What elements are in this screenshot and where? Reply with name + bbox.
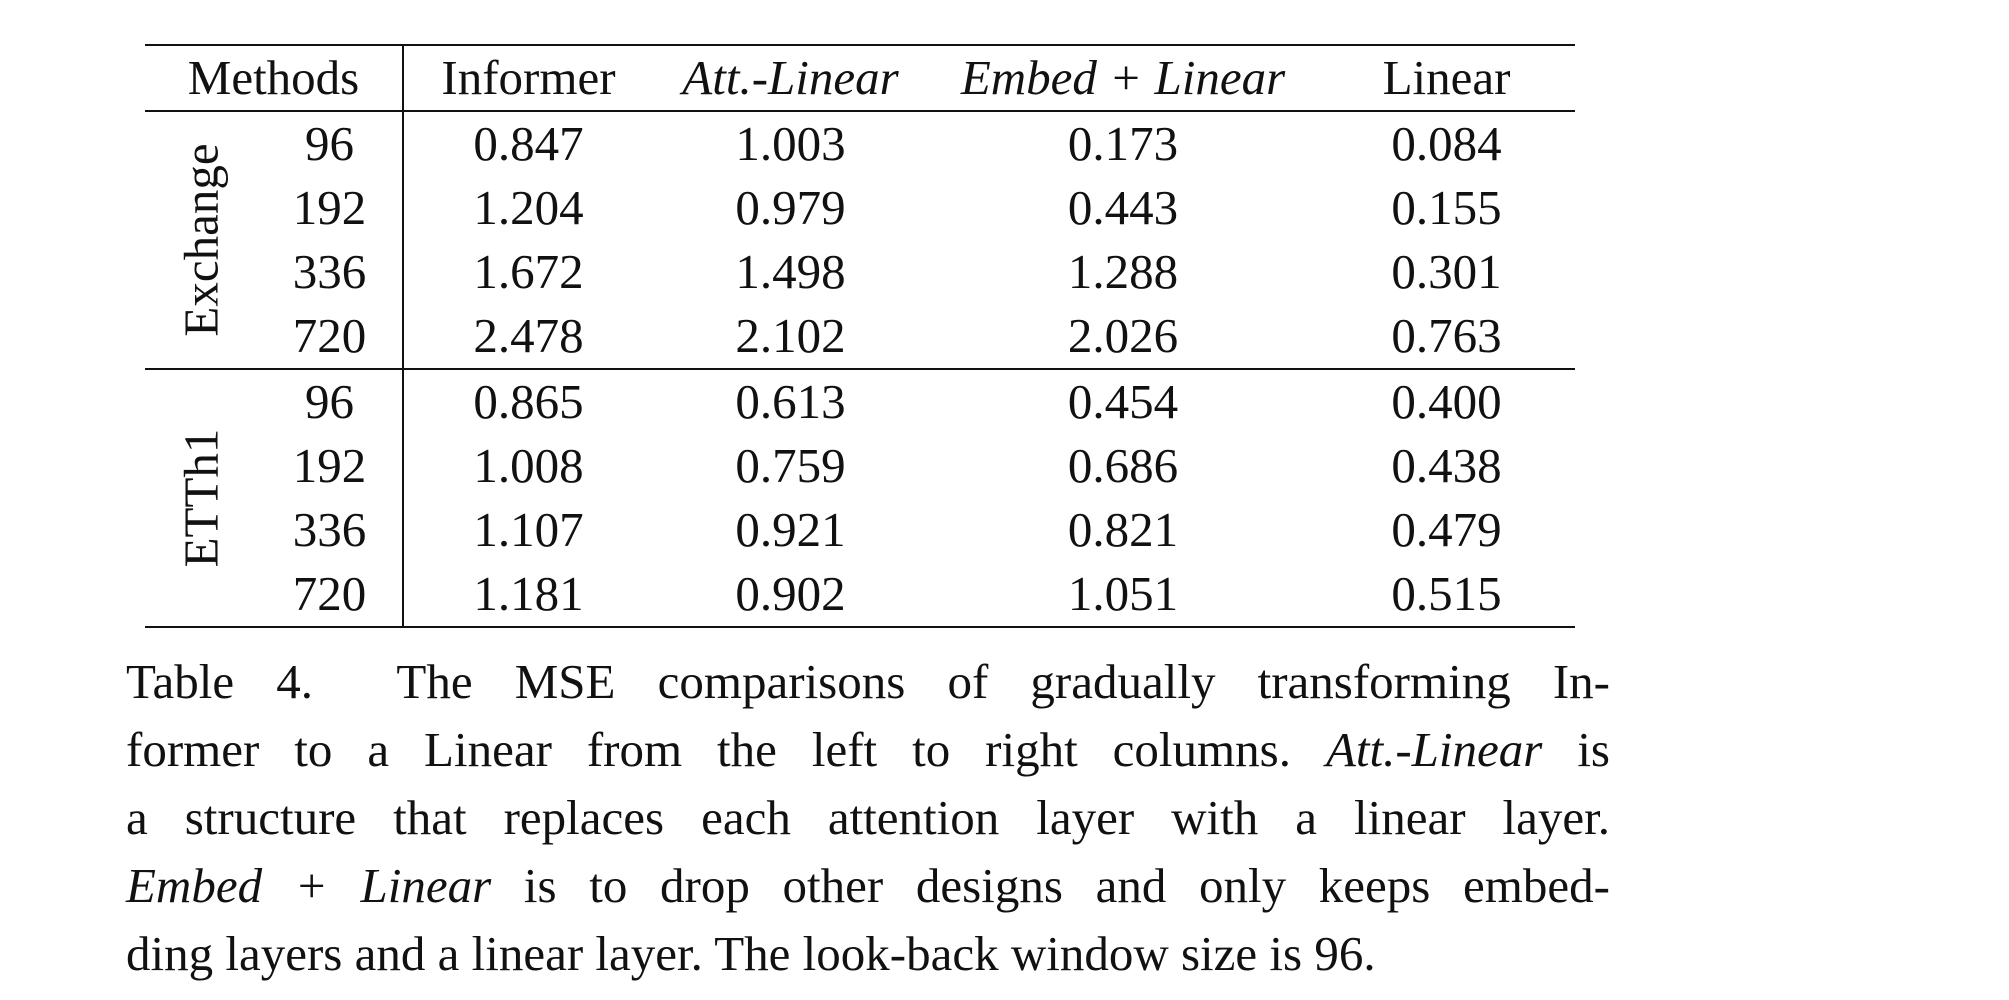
caption-text: Table 4. The MSE comparisons of graduall… — [126, 654, 1610, 709]
mse-cell-att-linear: 0.759 — [735, 438, 846, 493]
mse-cell-embed-linear: 0.821 — [1067, 502, 1179, 557]
horizon-length-cell: 192 — [257, 176, 404, 240]
mse-cell-linear: 0.084 — [1318, 110, 1575, 176]
mse-cell-linear: 0.301 — [1391, 244, 1502, 299]
mse-cell-linear: 0.479 — [1391, 502, 1502, 557]
mse-cell-linear: 0.400 — [1318, 368, 1575, 434]
mse-cell-embed-linear: 1.051 — [928, 562, 1318, 628]
caption-line: ding layers and a linear layer. The look… — [126, 920, 1610, 988]
header-linear: Linear — [1382, 50, 1511, 105]
mse-cell-informer: 1.181 — [403, 562, 653, 628]
mse-cell-informer: 0.865 — [403, 368, 653, 434]
table-row: ETTh1 96 0.865 0.613 0.454 0.400 — [145, 368, 1575, 628]
table-row: 720 1.181 0.902 1.051 0.515 — [145, 562, 1575, 628]
mse-cell-att-linear: 2.102 — [735, 308, 846, 363]
table-row: 192 1.008 0.759 0.686 0.438 — [145, 434, 1575, 498]
mse-cell-informer: 1.204 — [473, 180, 584, 235]
header-methods: Methods — [145, 45, 404, 111]
mse-cell-embed-linear: 2.026 — [1067, 308, 1179, 363]
mse-cell-linear: 0.438 — [1391, 438, 1502, 493]
caption-line: former to a Linear from the left to righ… — [126, 716, 1610, 784]
header-row: Methods Informer Att.-Linear Embed + Lin… — [145, 45, 1575, 111]
caption-text: a structure that replaces each attention… — [126, 790, 1610, 845]
horizon-length-cell: 336 — [257, 498, 404, 562]
mse-cell-linear: 0.515 — [1318, 562, 1575, 628]
horizon-length-cell: 720 — [257, 304, 404, 369]
caption-italic-term: Att.-Linear — [1325, 722, 1543, 777]
caption-line: a structure that replaces each attention… — [126, 784, 1610, 852]
header-embed-linear: Embed + Linear — [960, 50, 1286, 105]
table-row: Exchange 96 0.847 1.003 0.173 0.084 — [145, 110, 1575, 369]
table-row: 192 1.204 0.979 0.443 0.155 — [145, 176, 1575, 240]
mse-cell-att-linear: 0.902 — [653, 562, 928, 628]
mse-cell-embed-linear: 0.443 — [1067, 180, 1179, 235]
header-att-linear: Att.-Linear — [682, 50, 899, 105]
mse-cell-att-linear: 1.003 — [653, 110, 928, 176]
caption-text: former to a Linear from the left to righ… — [126, 722, 1326, 777]
mse-cell-att-linear: 0.979 — [735, 180, 846, 235]
mse-cell-embed-linear: 0.686 — [1067, 438, 1179, 493]
caption-italic-term: Embed + Linear — [126, 858, 492, 913]
table-row: 336 1.672 1.498 1.288 0.301 — [145, 240, 1575, 304]
mse-comparison-table: Methods Informer Att.-Linear Embed + Lin… — [145, 44, 1575, 628]
caption-text: ding layers and a linear layer. The look… — [126, 926, 1376, 981]
horizon-length-cell: 336 — [257, 240, 404, 304]
table-caption: Table 4. The MSE comparisons of graduall… — [126, 648, 1610, 988]
mse-cell-embed-linear: 0.454 — [928, 368, 1318, 434]
caption-line: Table 4. The MSE comparisons of graduall… — [126, 648, 1610, 716]
horizon-length-cell: 96 — [257, 368, 404, 434]
caption-line: Embed + Linear is to drop other designs … — [126, 852, 1610, 920]
horizon-length-cell: 720 — [257, 562, 404, 628]
horizon-length-cell: 96 — [257, 110, 404, 176]
dataset-group-cell: Exchange — [145, 110, 257, 369]
mse-cell-linear: 0.155 — [1391, 180, 1502, 235]
table-row: 336 1.107 0.921 0.821 0.479 — [145, 498, 1575, 562]
caption-text: is — [1542, 722, 1610, 777]
mse-cell-informer: 1.107 — [473, 502, 584, 557]
dataset-label: ETTh1 — [173, 428, 229, 568]
mse-cell-att-linear: 0.613 — [653, 368, 928, 434]
results-table-container: Methods Informer Att.-Linear Embed + Lin… — [145, 44, 1575, 628]
mse-cell-informer: 1.672 — [473, 244, 584, 299]
table-body: Exchange 96 0.847 1.003 0.173 0.084 192 1.204 0.… — [145, 110, 1575, 628]
mse-cell-att-linear: 1.498 — [735, 244, 846, 299]
mse-cell-embed-linear: 0.173 — [928, 110, 1318, 176]
dataset-group-cell: ETTh1 — [145, 368, 257, 628]
mse-cell-informer: 1.008 — [473, 438, 584, 493]
mse-cell-informer: 0.847 — [403, 110, 653, 176]
mse-cell-att-linear: 0.921 — [735, 502, 846, 557]
mse-cell-linear: 0.763 — [1391, 308, 1502, 363]
dataset-label: Exchange — [173, 143, 229, 337]
header-informer: Informer — [441, 50, 616, 105]
caption-text: is to drop other designs and only keeps … — [491, 858, 1610, 913]
table-row: 720 2.478 2.102 2.026 0.763 — [145, 304, 1575, 369]
mse-cell-embed-linear: 1.288 — [1067, 244, 1179, 299]
mse-cell-informer: 2.478 — [473, 308, 584, 363]
horizon-length-cell: 192 — [257, 434, 404, 498]
